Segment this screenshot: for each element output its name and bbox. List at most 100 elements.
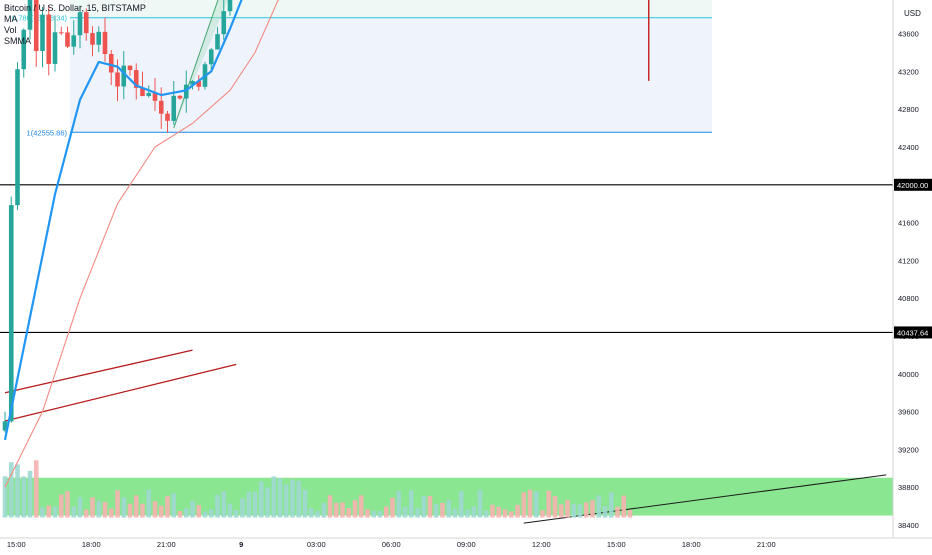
volume-bar (296, 480, 302, 518)
candle-body (183, 84, 189, 99)
volume-bar (365, 509, 370, 518)
volume-bar (446, 499, 452, 518)
candle-body (40, 14, 45, 52)
volume-bar (46, 505, 52, 518)
volume-bar (202, 511, 208, 518)
volume-bar (27, 470, 33, 518)
volume-bar (290, 479, 295, 518)
price-tick-label: 38400 (898, 521, 919, 530)
price-tick-label: 39200 (898, 445, 919, 454)
volume-bar (183, 508, 189, 518)
candle-body (165, 113, 170, 121)
indicator-smma-label[interactable]: SMMA (4, 36, 31, 46)
plot-content: Left ShoulderHeadRight Shoulder (2, 0, 650, 488)
time-tick-label: 21:00 (157, 540, 176, 549)
volume-bar (346, 507, 352, 518)
volume-bar (621, 495, 627, 518)
volume-bar (483, 510, 489, 518)
volume-bar (283, 484, 289, 518)
volume-bar (196, 505, 202, 518)
time-tick-label: 18:00 (82, 540, 101, 549)
candle-body (215, 34, 220, 50)
volume-bars (2, 460, 633, 518)
volume-bar (327, 495, 333, 518)
currency-label: USD (904, 9, 921, 18)
time-tick-label: 15:00 (607, 540, 626, 549)
price-tick-label: 40800 (898, 294, 919, 303)
volume-bar (627, 510, 633, 518)
volume-bar (583, 502, 589, 518)
volume-bar (246, 491, 252, 518)
candle-body (90, 33, 95, 45)
candle-body (2, 421, 8, 431)
volume-bar (546, 490, 552, 518)
volume-bar (271, 476, 277, 518)
volume-bar (2, 476, 8, 518)
time-tick-label: 15:00 (7, 540, 26, 549)
fib-label: 1(42555.86) (27, 128, 68, 137)
volume-bar (502, 509, 508, 518)
volume-bar (165, 496, 170, 518)
volume-bar (383, 506, 389, 518)
volume-bar (177, 511, 183, 518)
indicator-vol-label[interactable]: Vol (4, 25, 17, 35)
candle-body (71, 35, 77, 47)
candle-body (171, 95, 177, 121)
volume-bar (302, 489, 308, 518)
time-tick-label: 06:00 (382, 540, 401, 549)
volume-bar (15, 464, 20, 518)
volume-bar (121, 497, 127, 518)
volume-bar (265, 487, 270, 518)
volume-bar (208, 509, 214, 518)
candle-body (208, 49, 214, 65)
time-tick-label: 03:00 (307, 540, 326, 549)
candle-body (115, 72, 120, 87)
level-price-tag (894, 178, 932, 191)
volume-bar (477, 490, 483, 518)
candle-body (146, 92, 152, 97)
volume-bar (533, 491, 539, 518)
volume-bar (352, 500, 358, 518)
indicator-ma-label[interactable]: MA (4, 14, 18, 24)
volume-bar (608, 492, 614, 518)
volume-bar (252, 491, 258, 518)
volume-bar (571, 503, 577, 518)
volume-bar (40, 507, 45, 518)
volume-bar (315, 511, 320, 518)
volume-bar (227, 503, 233, 518)
volume-bar (115, 490, 120, 518)
volume-bar (602, 505, 608, 518)
volume-bar (558, 504, 564, 518)
smma-line (4, 0, 279, 488)
plot-background: 0(48221.63)0.382(46057.31)0.5(45388.75)0… (0, 0, 893, 524)
candle-body (177, 95, 183, 99)
candle-body (58, 32, 64, 34)
volume-bar (8, 462, 14, 518)
volume-bar (358, 495, 364, 518)
volume-bar (321, 502, 327, 518)
price-tick-label: 41600 (898, 219, 919, 228)
volume-bar (377, 510, 383, 518)
candle-body (108, 54, 114, 73)
volume-bar (133, 495, 139, 518)
candle-body (102, 31, 108, 55)
volume-bar (77, 497, 83, 518)
candle-body (133, 70, 139, 88)
volume-bar (221, 491, 227, 518)
candle-body (83, 12, 89, 34)
volume-bar (433, 504, 439, 518)
ma-line (3, 0, 243, 441)
candle-body (96, 31, 102, 45)
volume-bar (83, 509, 89, 518)
volume-bar (108, 508, 114, 518)
volume-bar (58, 494, 64, 518)
time-axis-bg (0, 538, 932, 550)
volume-bar (215, 494, 220, 518)
fib-label: 0.786(43768.34) (12, 14, 68, 23)
volume-bar (408, 490, 414, 518)
volume-bar (371, 510, 377, 518)
volume-bar (565, 499, 570, 518)
volume-bar (615, 506, 620, 518)
